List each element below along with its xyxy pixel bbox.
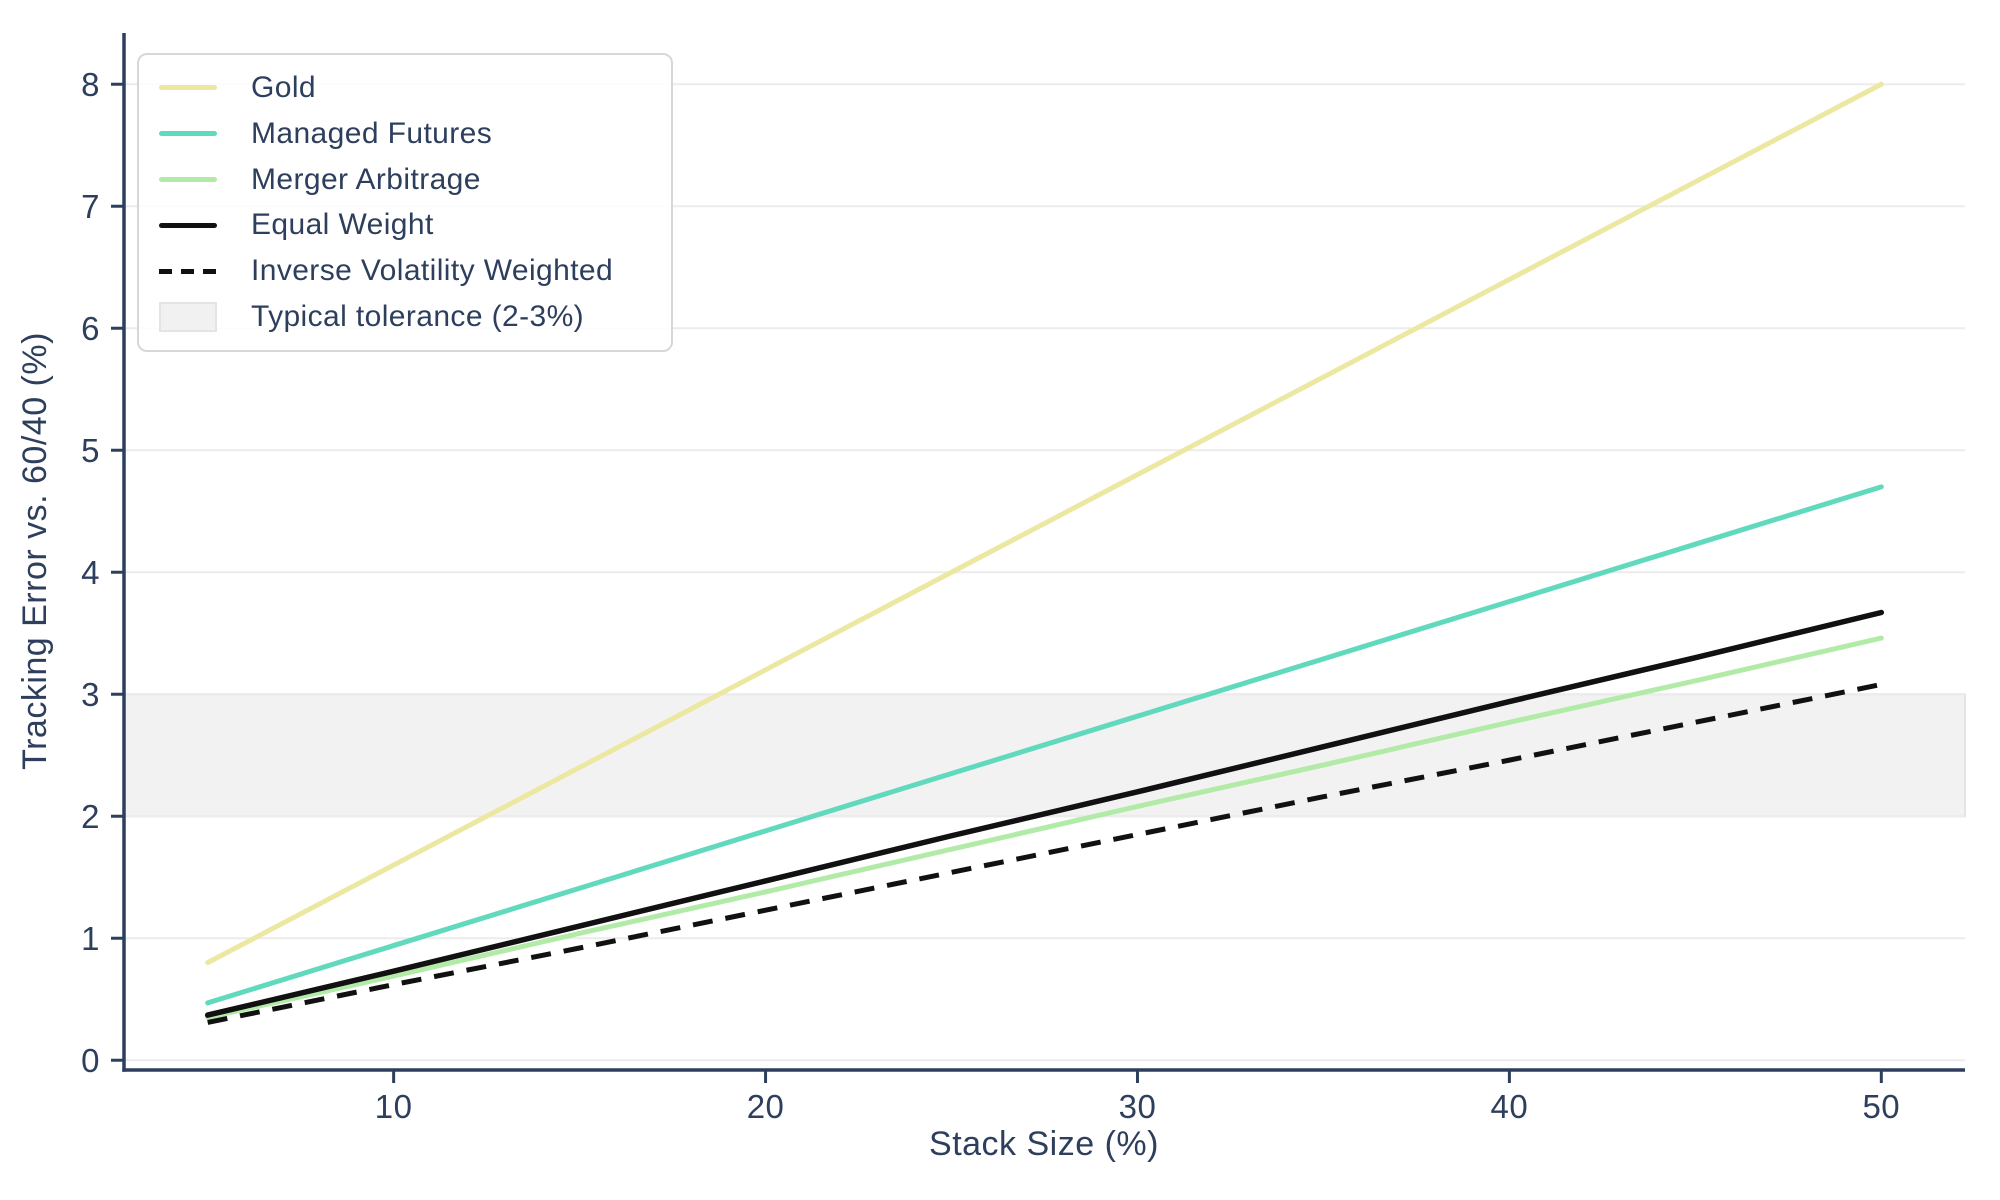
x-axis-title: Stack Size (%) xyxy=(929,1125,1159,1163)
line-swatch xyxy=(159,85,217,91)
x-tick-label-30: 30 xyxy=(1119,1088,1157,1125)
legend-item-inverse-volatility-weighted: Inverse Volatility Weighted xyxy=(159,248,661,294)
legend-label: Equal Weight xyxy=(251,208,434,242)
y-tick-label-6: 6 xyxy=(81,310,100,347)
y-tick-label-7: 7 xyxy=(81,188,100,225)
line-swatch xyxy=(159,177,217,183)
series-line-inverse-volatility-weighted xyxy=(207,682,1882,1025)
legend-swatch-icon xyxy=(159,222,217,228)
y-tick-label-1: 1 xyxy=(81,920,100,957)
legend-item-merger-arbitrage: Merger Arbitrage xyxy=(159,157,661,203)
y-tick-label-3: 3 xyxy=(81,676,100,713)
x-tick-label-40: 40 xyxy=(1491,1088,1529,1125)
y-tick-label-5: 5 xyxy=(81,432,100,469)
legend-label: Managed Futures xyxy=(251,116,493,150)
series-line-merger-arbitrage xyxy=(205,635,1884,1021)
tick-label-layer: 0 1 2 3 4 5 6 7 8 10 20 30 40 50 xyxy=(81,66,1900,1125)
y-axis-title: Tracking Error vs. 60/40 (%) xyxy=(16,332,54,770)
legend-swatch-icon xyxy=(159,302,217,333)
line-swatch xyxy=(159,131,217,137)
legend-swatch-icon xyxy=(159,177,217,183)
line-swatch xyxy=(159,222,217,228)
dashed-line-swatch xyxy=(159,268,217,274)
legend-swatch-icon xyxy=(159,268,217,274)
y-tick-label-2: 2 xyxy=(81,798,100,835)
legend: Gold Managed Futures Merger Arbitrage Equal… xyxy=(137,53,673,352)
axes-layer xyxy=(111,33,1965,1083)
legend-item-equal-weight: Equal Weight xyxy=(159,202,661,248)
tolerance-band-layer xyxy=(123,693,1966,818)
y-tick-label-4: 4 xyxy=(81,554,100,591)
series-line-gold xyxy=(205,81,1884,966)
legend-item-gold: Gold xyxy=(159,65,661,111)
legend-item-managed-futures: Managed Futures xyxy=(159,111,661,157)
series-line-equal-weight xyxy=(204,609,1885,1018)
x-tick-label-20: 20 xyxy=(747,1088,785,1125)
x-tick-label-50: 50 xyxy=(1862,1088,1900,1125)
legend-label: Merger Arbitrage xyxy=(251,162,481,196)
legend-item-typical-tolerance-2-3: Typical tolerance (2-3%) xyxy=(159,294,661,340)
legend-label: Gold xyxy=(251,70,316,104)
legend-swatch-icon xyxy=(159,85,217,91)
rect-swatch xyxy=(159,302,217,333)
legend-swatch-icon xyxy=(159,131,217,137)
tolerance-band xyxy=(123,693,1966,818)
series-line-managed-futures xyxy=(205,484,1884,1006)
legend-label: Inverse Volatility Weighted xyxy=(251,254,614,288)
y-tick-label-8: 8 xyxy=(81,66,100,103)
series-layer xyxy=(204,81,1885,1025)
x-tick-label-10: 10 xyxy=(375,1088,413,1125)
legend-label: Typical tolerance (2-3%) xyxy=(251,300,585,334)
y-tick-label-0: 0 xyxy=(81,1042,100,1079)
